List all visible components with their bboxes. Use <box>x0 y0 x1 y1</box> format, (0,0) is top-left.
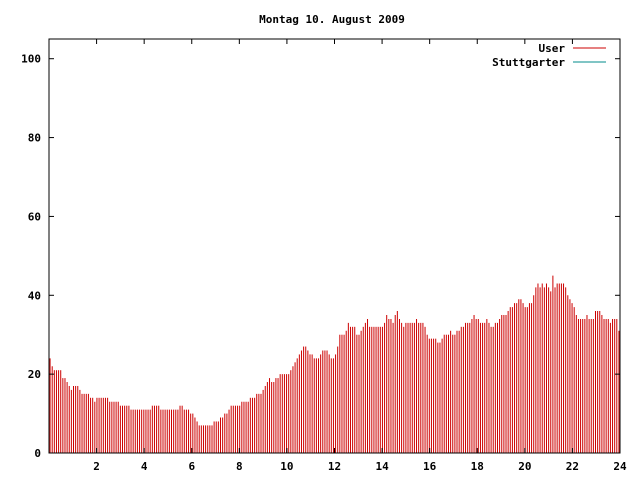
x-tick-label: 6 <box>188 460 195 473</box>
y-tick-label: 40 <box>28 289 41 302</box>
legend: User Stuttgarter <box>492 42 606 69</box>
x-tick-label: 18 <box>471 460 484 473</box>
x-tick-label: 16 <box>423 460 437 473</box>
x-tick-label: 8 <box>236 460 243 473</box>
x-tick-label: 12 <box>328 460 341 473</box>
x-tick-label: 10 <box>280 460 293 473</box>
x-tick-label: 22 <box>566 460 579 473</box>
x-tick-label: 14 <box>375 460 389 473</box>
y-axis: 0 20 40 60 80 100 <box>21 53 620 460</box>
bar-series-user <box>49 275 620 453</box>
y-tick-label: 60 <box>28 210 41 223</box>
y-tick-label: 80 <box>28 132 41 145</box>
chart-title: Montag 10. August 2009 <box>259 13 405 26</box>
legend-label-stuttgarter: Stuttgarter <box>492 56 565 69</box>
legend-label-user: User <box>539 42 566 55</box>
x-tick-label: 20 <box>518 460 531 473</box>
x-axis: 2 4 6 8 10 12 14 16 18 20 22 24 <box>93 39 627 473</box>
x-tick-label: 2 <box>93 460 100 473</box>
x-tick-label: 24 <box>613 460 627 473</box>
plot-frame <box>48 38 621 454</box>
y-tick-label: 0 <box>34 447 41 460</box>
y-tick-label: 100 <box>21 53 41 66</box>
x-tick-label: 4 <box>141 460 148 473</box>
y-tick-label: 20 <box>28 368 41 381</box>
